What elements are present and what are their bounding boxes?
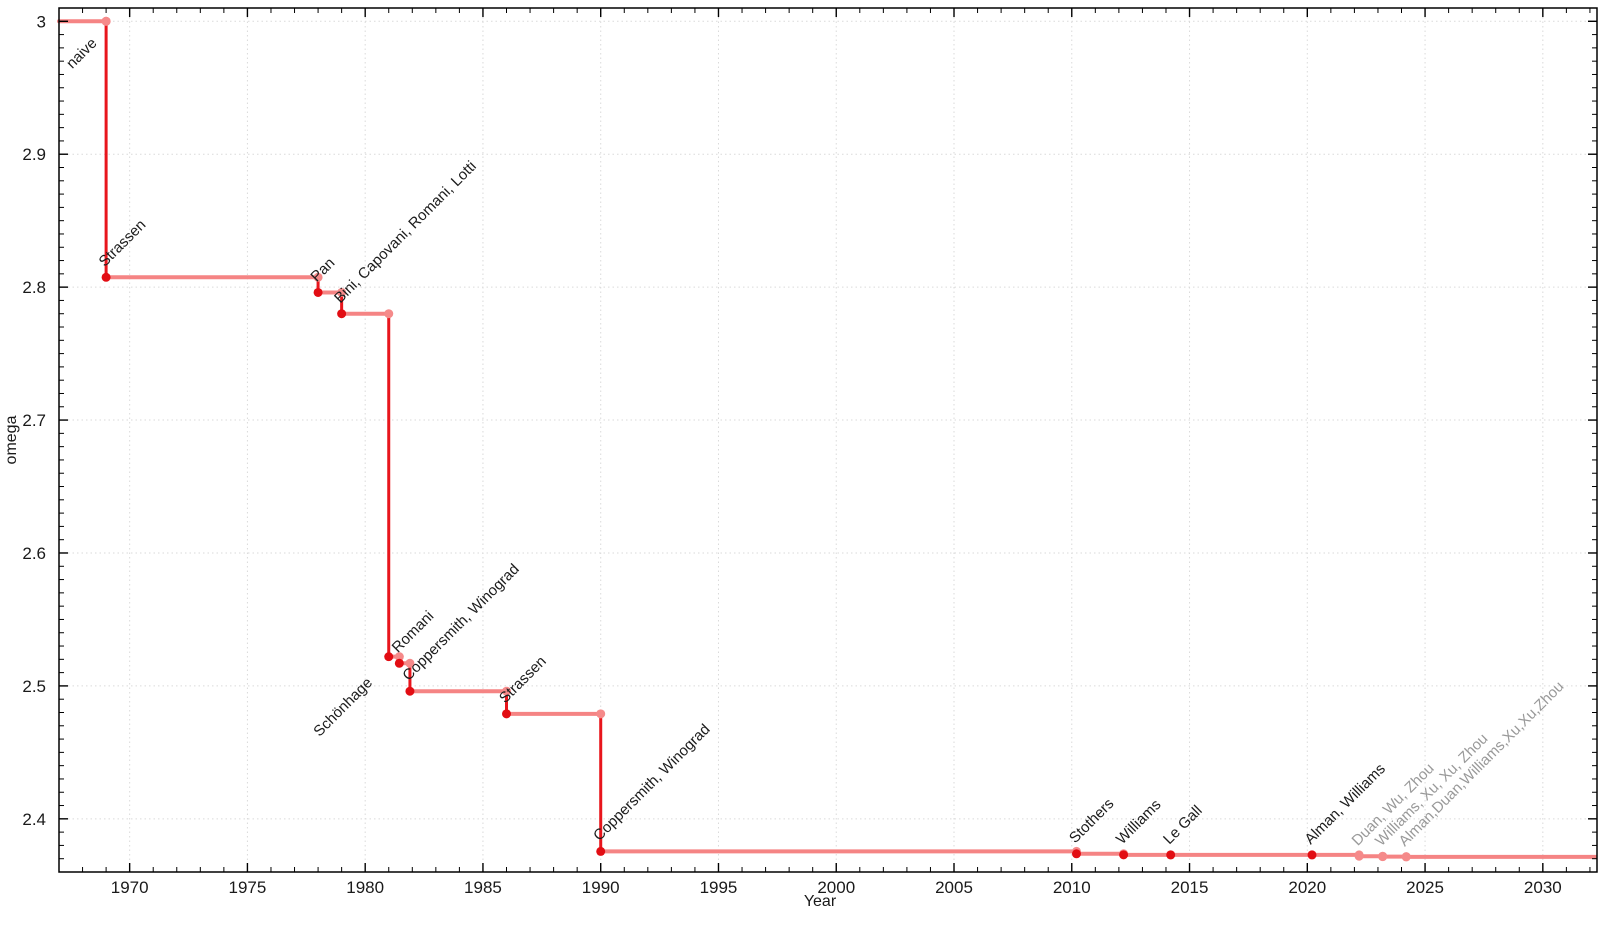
before-drop-marker xyxy=(394,652,404,662)
x-tick-label: 1980 xyxy=(346,878,384,897)
data-point-marker xyxy=(101,16,111,26)
point-label: Williams, Xu, Xu, Zhou xyxy=(1372,730,1491,849)
data-point-marker xyxy=(1354,851,1364,861)
x-tick-label: 2030 xyxy=(1524,878,1562,897)
data-point-marker xyxy=(405,686,415,696)
before-drop-marker xyxy=(405,658,415,668)
data-point-marker xyxy=(384,652,394,662)
x-axis-title: Year xyxy=(804,893,837,910)
point-label: Coppersmith, Winograd xyxy=(590,721,713,844)
data-point-markers xyxy=(101,16,1411,862)
point-label: Pan xyxy=(307,254,338,285)
x-tick-label: 1995 xyxy=(700,878,738,897)
before-drop-marker xyxy=(502,686,512,696)
y-tick-label: 2.5 xyxy=(22,677,46,696)
before-drop-marker xyxy=(596,709,606,719)
y-tick-label: 3 xyxy=(37,12,46,31)
before-drop-marker xyxy=(313,272,323,282)
point-label: Williams xyxy=(1113,796,1164,847)
point-label: Stothers xyxy=(1066,795,1118,847)
axes-and-ticks: 1970 1975 1980 1985 1990 1995 2000 2005 2010 2015… xyxy=(22,7,1598,897)
before-drop-marker xyxy=(337,287,347,297)
data-point-marker xyxy=(394,658,404,668)
point-label: Le Gall xyxy=(1160,802,1206,848)
x-tick-label: 2010 xyxy=(1053,878,1091,897)
y-tick-label: 2.6 xyxy=(22,544,46,563)
point-label: Strassen xyxy=(496,653,550,707)
x-tick-label: 1985 xyxy=(464,878,502,897)
y-tick-label: 2.4 xyxy=(22,810,46,829)
data-point-marker xyxy=(1166,850,1176,860)
x-tick-label: 1990 xyxy=(582,878,620,897)
data-point-marker xyxy=(1307,850,1317,860)
point-label: Schönhage xyxy=(310,674,376,740)
data-point-marker xyxy=(596,846,606,856)
grid-layer xyxy=(59,8,1597,872)
x-tick-label: 2005 xyxy=(935,878,973,897)
data-point-marker xyxy=(337,309,347,319)
data-point-marker xyxy=(1119,850,1129,860)
data-point-marker xyxy=(1071,849,1081,859)
data-point-marker xyxy=(1401,852,1411,862)
before-drop-marker xyxy=(384,309,394,319)
y-tick-label: 2.8 xyxy=(22,278,46,297)
data-point-marker xyxy=(1378,852,1388,862)
point-label: Strassen xyxy=(95,216,149,270)
x-tick-label: 1970 xyxy=(111,878,149,897)
y-axis-title: omega xyxy=(3,415,20,464)
step-line-series xyxy=(57,19,1597,859)
x-tick-label: 2020 xyxy=(1288,878,1326,897)
plot-border xyxy=(58,7,1598,873)
data-point-marker xyxy=(313,287,323,297)
y-tick-label: 2.9 xyxy=(22,145,46,164)
point-label: Bini, Capovani, Romani, Lotti xyxy=(331,158,480,307)
x-tick-label: 2025 xyxy=(1406,878,1444,897)
data-point-marker xyxy=(502,709,512,719)
point-label: naive xyxy=(63,35,100,72)
y-tick-label: 2.7 xyxy=(22,411,46,430)
x-tick-label: 1975 xyxy=(229,878,267,897)
data-point-marker xyxy=(101,272,111,282)
x-tick-label: 2000 xyxy=(817,878,855,897)
x-tick-label: 2015 xyxy=(1171,878,1209,897)
